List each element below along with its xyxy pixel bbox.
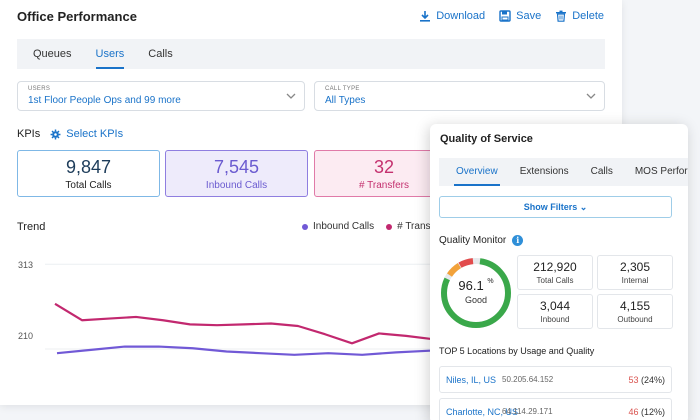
- gauge-unit: %: [487, 278, 494, 285]
- info-icon[interactable]: i: [512, 235, 524, 246]
- kpi-label: # Transfers: [358, 180, 410, 191]
- show-filters-label: Show Filters: [523, 202, 578, 212]
- show-filters-button[interactable]: Show Filters ⌄: [439, 196, 672, 218]
- save-button[interactable]: Save: [499, 10, 541, 22]
- delete-label: Delete: [572, 10, 604, 22]
- select-kpis-label: Select KPIs: [66, 128, 124, 140]
- kpi-value: 9,847: [65, 157, 112, 177]
- select-kpis-button[interactable]: Select KPIs: [50, 128, 123, 140]
- users-dropdown-value: 1st Floor People Ops and 99 more: [28, 95, 181, 106]
- gauge-warning-arc: [447, 263, 462, 277]
- download-button[interactable]: Download: [419, 10, 485, 22]
- delete-button[interactable]: Delete: [555, 10, 604, 22]
- save-icon: [499, 10, 511, 22]
- chevron-down-icon: ⌄: [579, 202, 588, 212]
- y-tick-label: 313: [18, 260, 34, 270]
- header-actions: Download Save Delete: [419, 10, 604, 22]
- kpi-inbound-calls[interactable]: 7,545 Inbound Calls: [165, 150, 308, 197]
- gauge-value: 96.1: [458, 278, 484, 293]
- series-line-inbound-calls[interactable]: [56, 345, 431, 356]
- gauge-poor-arc: [458, 258, 474, 268]
- gauge-good-arc: [441, 258, 511, 328]
- list-item[interactable]: Niles, IL, US 50.205.64.152 53 (24%): [439, 366, 672, 393]
- y-tick-label: 210: [18, 331, 34, 341]
- location-count: 53 (24%): [628, 375, 665, 385]
- save-label: Save: [516, 10, 542, 22]
- users-dropdown-label: USERS: [28, 86, 51, 92]
- quality-of-service-panel: Quality of Service Overview Extensions C…: [430, 124, 688, 420]
- gauge-center: 96.1 % Good: [439, 256, 513, 330]
- location-city[interactable]: Charlotte, NC, US: [446, 407, 519, 417]
- kpi-value: 32: [373, 157, 395, 177]
- stat-inbound: 3,044 Inbound: [517, 294, 593, 329]
- stat-value: 212,920: [533, 260, 577, 274]
- tab-calls[interactable]: Calls: [590, 166, 613, 177]
- users-dropdown[interactable]: USERS 1st Floor People Ops and 99 more: [17, 81, 305, 111]
- quality-monitor-heading: Quality Monitor i: [439, 235, 524, 246]
- legend-dot: [386, 223, 393, 230]
- legend-dot: [302, 223, 308, 230]
- location-count-value: 53: [628, 375, 639, 385]
- qos-title: Quality of Service: [440, 133, 533, 145]
- gear-icon: [50, 129, 61, 139]
- trash-icon: [556, 10, 567, 22]
- chevron-down-icon: [586, 93, 596, 99]
- legend-transfers[interactable]: # Transfers: [386, 221, 447, 232]
- chevron-down-icon: [286, 93, 296, 99]
- location-pct: (24%): [640, 375, 665, 385]
- trend-chart: [45, 263, 435, 356]
- legend-inbound-calls[interactable]: Inbound Calls: [302, 221, 374, 232]
- qos-tabs: Overview Extensions Calls MOS Performa: [439, 158, 688, 186]
- kpis-header: KPIs Select KPIs: [17, 128, 123, 140]
- stat-value: 3,044: [539, 299, 571, 313]
- list-item[interactable]: Charlotte, NC, US 64.114.29.171 46 (12%): [439, 398, 672, 420]
- quality-monitor-title: Quality Monitor: [439, 235, 507, 246]
- legend-label: # Transfers: [397, 221, 448, 232]
- location-city[interactable]: Niles, IL, US: [446, 375, 497, 385]
- stat-label: Inbound: [540, 315, 570, 324]
- stat-label: Internal: [621, 276, 649, 285]
- gauge-label: Good: [464, 295, 488, 305]
- series-line-transfers[interactable]: [54, 302, 434, 345]
- kpis-label: KPIs: [17, 128, 41, 140]
- gauge-value-wrap: 96.1 %: [439, 278, 513, 293]
- kpi-label: Total Calls: [65, 180, 112, 191]
- quality-gauge: [441, 258, 511, 328]
- stat-label: Outbound: [617, 315, 653, 324]
- tab-extensions[interactable]: Extensions: [519, 166, 569, 177]
- tab-overview[interactable]: Overview: [454, 158, 500, 186]
- tab-users[interactable]: Users: [95, 39, 124, 69]
- trend-title: Trend: [17, 221, 46, 233]
- main-tabs: Queues Users Calls: [17, 39, 605, 69]
- location-count: 46 (12%): [628, 407, 665, 417]
- stat-label: Total Calls: [536, 276, 574, 285]
- call-type-dropdown-label: CALL TYPE: [325, 86, 360, 92]
- download-icon: [420, 11, 431, 22]
- legend-label: Inbound Calls: [313, 221, 375, 232]
- call-type-dropdown-value: All Types: [325, 95, 366, 106]
- tab-calls[interactable]: Calls: [148, 48, 173, 60]
- call-type-dropdown[interactable]: CALL TYPE All Types: [314, 81, 605, 111]
- download-label: Download: [436, 10, 486, 22]
- kpi-label: Inbound Calls: [205, 180, 268, 191]
- stat-value: 2,305: [619, 260, 651, 274]
- stat-internal: 2,305 Internal: [597, 255, 673, 290]
- stat-value: 4,155: [619, 299, 651, 313]
- chart-legend: Inbound Calls # Transfers: [302, 221, 447, 232]
- location-pct: (12%): [640, 407, 665, 417]
- location-ip: 64.114.29.171: [502, 407, 553, 416]
- stat-total-calls: 212,920 Total Calls: [517, 255, 593, 290]
- top5-title: TOP 5 Locations by Usage and Quality: [439, 346, 595, 356]
- tab-mos-performance[interactable]: MOS Performa: [634, 166, 688, 177]
- location-count-value: 46: [628, 407, 639, 417]
- location-ip: 50.205.64.152: [502, 375, 554, 384]
- tab-queues[interactable]: Queues: [33, 48, 72, 60]
- stat-outbound: 4,155 Outbound: [597, 294, 673, 329]
- page-title: Office Performance: [17, 9, 137, 24]
- kpi-total-calls[interactable]: 9,847 Total Calls: [17, 150, 160, 197]
- kpi-value: 7,545: [213, 157, 260, 177]
